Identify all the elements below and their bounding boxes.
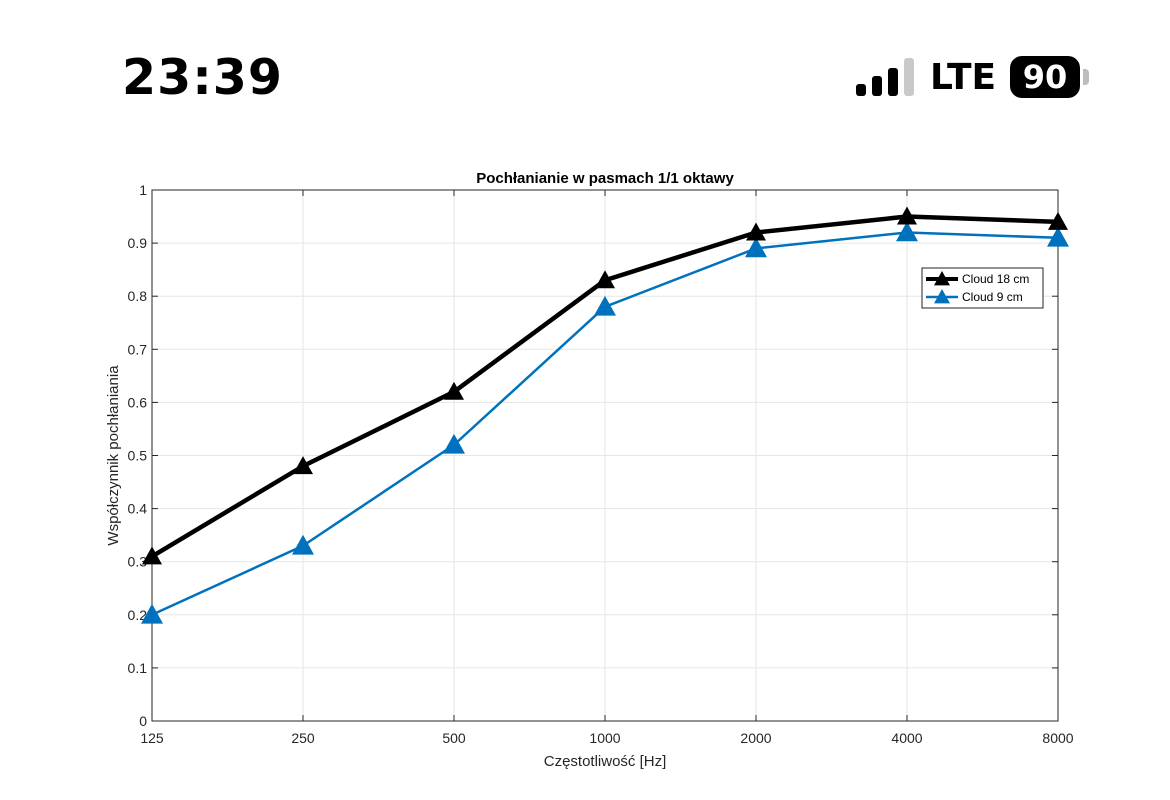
data-point-marker <box>896 221 918 242</box>
battery-cap <box>1083 69 1089 85</box>
battery-icon: 90 <box>1010 56 1080 98</box>
signal-bar <box>872 76 882 96</box>
y-tick-label: 0.7 <box>128 341 148 357</box>
legend: Cloud 18 cm Cloud 9 cm <box>921 267 1044 309</box>
legend-marker <box>934 271 950 286</box>
series <box>141 206 1069 624</box>
data-point-marker <box>1048 211 1068 230</box>
data-point-marker <box>293 456 313 475</box>
signal-bar <box>888 68 898 96</box>
axis-ticks: 0 0.1 0.2 0.3 0.4 0.5 0.6 0.7 0.8 0.9 1 125 250 500 10… <box>128 182 1074 746</box>
y-tick-label: 0.1 <box>128 660 148 676</box>
y-tick-label: 0.3 <box>128 554 148 570</box>
y-tick-label: 0.6 <box>128 394 148 410</box>
data-point-marker <box>594 295 616 316</box>
data-point-marker <box>292 534 314 555</box>
cellular-signal-icon <box>856 58 916 96</box>
data-point-marker <box>746 222 766 241</box>
x-tick-label: 500 <box>442 730 466 746</box>
y-tick-label: 0.5 <box>128 448 148 464</box>
x-tick-label: 1000 <box>589 730 620 746</box>
status-bar: 23:39 LTE 90 <box>0 0 1170 120</box>
x-axis-label: Częstotliwość [Hz] <box>544 753 667 770</box>
y-tick-label: 0 <box>139 713 147 729</box>
x-tick-label: 8000 <box>1042 730 1073 746</box>
status-time: 23:39 <box>122 49 283 106</box>
data-point-marker <box>444 381 464 400</box>
data-point-marker <box>443 433 465 454</box>
y-axis-label: Współczynnik pochłaniania <box>105 365 122 546</box>
battery-level: 90 <box>1022 58 1068 96</box>
y-tick-label: 0.2 <box>128 607 148 623</box>
legend-label: Cloud 9 cm <box>962 290 1023 304</box>
chart-title: Pochłanianie w pasmach 1/1 oktawy <box>476 170 734 187</box>
signal-bar <box>904 58 914 96</box>
data-point-marker <box>595 270 615 289</box>
data-point-marker <box>1047 226 1069 247</box>
y-tick-label: 0.8 <box>128 288 148 304</box>
y-tick-label: 0.9 <box>128 235 148 251</box>
network-type: LTE <box>930 57 997 98</box>
data-point-marker <box>141 603 163 624</box>
legend-label: Cloud 18 cm <box>962 272 1029 286</box>
signal-bar <box>856 84 866 96</box>
y-tick-label: 0.4 <box>128 501 148 517</box>
data-point-marker <box>142 546 162 565</box>
x-tick-label: 2000 <box>740 730 771 746</box>
y-tick-label: 1 <box>139 182 147 198</box>
grid <box>152 190 1058 721</box>
legend-marker <box>934 289 950 304</box>
data-point-marker <box>897 206 917 225</box>
x-tick-label: 250 <box>291 730 315 746</box>
data-point-marker <box>745 237 767 258</box>
x-tick-label: 125 <box>140 730 164 746</box>
x-tick-label: 4000 <box>891 730 922 746</box>
